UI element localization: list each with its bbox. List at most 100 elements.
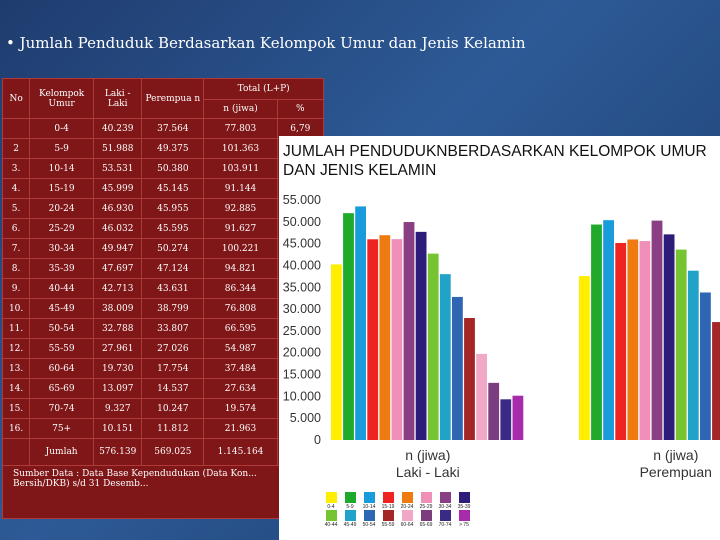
row-group: 20-24 bbox=[29, 198, 95, 219]
table-row: 0-4 40.239 37.564 77.803 6,79 bbox=[1, 118, 325, 139]
row-total: 94.821 bbox=[203, 258, 278, 279]
row-female: 45.955 bbox=[141, 198, 205, 219]
legend-item: > 75 bbox=[456, 510, 472, 528]
legend-swatch bbox=[363, 510, 375, 521]
legend-label: > 75 bbox=[459, 522, 469, 528]
group-sublabel: Perempuan bbox=[640, 464, 712, 480]
header-male: Laki - Laki bbox=[93, 78, 143, 119]
total-male: 576.139 bbox=[93, 438, 143, 466]
legend-item: 30-34 bbox=[437, 492, 453, 510]
row-no: 3. bbox=[1, 158, 31, 179]
total-all: 1.145.164 bbox=[203, 438, 278, 466]
row-female: 45.145 bbox=[141, 178, 205, 199]
row-female: 50.274 bbox=[141, 238, 205, 259]
row-female: 47.124 bbox=[141, 258, 205, 279]
y-tick-label: 20.000 bbox=[283, 346, 321, 360]
row-no: 8. bbox=[1, 258, 31, 279]
y-tick-label: 5.000 bbox=[290, 411, 321, 425]
row-group: 50-54 bbox=[29, 318, 95, 339]
bar-perempuan-6 bbox=[651, 220, 663, 440]
bar-laki-5 bbox=[391, 239, 403, 440]
row-female: 37.564 bbox=[141, 118, 205, 139]
row-no: 9. bbox=[1, 278, 31, 299]
total-label: Jumlah bbox=[29, 438, 95, 466]
table-row: 9. 40-44 42.713 43.631 86.344 bbox=[1, 278, 325, 299]
row-male: 9.327 bbox=[93, 398, 143, 419]
row-male: 32.788 bbox=[93, 318, 143, 339]
header-total-n: n (jiwa) bbox=[203, 99, 278, 119]
y-tick-label: 45.000 bbox=[283, 237, 321, 251]
chart-title: JUMLAH PENDUDUKNBERDASARKAN KELOMPOK UMU… bbox=[283, 143, 707, 179]
population-chart: JUMLAH PENDUDUKNBERDASARKAN KELOMPOK UMU… bbox=[279, 136, 720, 540]
bar-perempuan-3 bbox=[615, 243, 627, 440]
row-total: 76.808 bbox=[203, 298, 278, 319]
row-no: 2 bbox=[1, 138, 31, 159]
y-tick-label: 10.000 bbox=[283, 389, 321, 403]
table-row: 2 5-9 51.988 49.375 101.363 bbox=[1, 138, 325, 159]
row-group: 10-14 bbox=[29, 158, 95, 179]
bar-laki-0 bbox=[331, 264, 342, 440]
row-female: 17.754 bbox=[141, 358, 205, 379]
legend-item: 45-49 bbox=[342, 510, 358, 528]
total-row: Jumlah 576.139 569.025 1.145.164 bbox=[1, 438, 325, 466]
legend-item: 5-9 bbox=[342, 492, 358, 510]
row-group: 75+ bbox=[29, 418, 95, 439]
legend-label: 30-34 bbox=[438, 504, 452, 510]
bar-perempuan-10 bbox=[700, 292, 711, 440]
row-male: 10.151 bbox=[93, 418, 143, 439]
y-tick-label: 55.000 bbox=[283, 193, 321, 207]
bar-laki-15 bbox=[512, 395, 524, 440]
bar-laki-1 bbox=[343, 213, 354, 440]
legend-swatch bbox=[382, 510, 394, 521]
row-female: 38.799 bbox=[141, 298, 205, 319]
row-female: 50.380 bbox=[141, 158, 205, 179]
legend-item: 55-59 bbox=[380, 510, 396, 528]
legend-label: 70-74 bbox=[438, 522, 452, 528]
legend-swatch bbox=[344, 510, 356, 521]
row-total: 19.574 bbox=[203, 398, 278, 419]
row-male: 49.947 bbox=[93, 238, 143, 259]
row-total: 92.885 bbox=[203, 198, 278, 219]
legend-swatch bbox=[458, 492, 470, 503]
legend-label: 50-54 bbox=[362, 522, 376, 528]
bar-perempuan-9 bbox=[687, 270, 699, 440]
legend-swatch bbox=[344, 492, 356, 503]
y-tick-label: 30.000 bbox=[283, 302, 321, 316]
row-total: 66.595 bbox=[203, 318, 278, 339]
legend-swatch bbox=[325, 492, 337, 503]
bar-laki-2 bbox=[355, 206, 366, 440]
bar-laki-9 bbox=[439, 274, 451, 440]
header-female: Perempua n bbox=[141, 78, 205, 119]
source-note: Sumber Data : Data Base Kependudukan (Da… bbox=[2, 465, 324, 519]
bar-laki-4 bbox=[379, 235, 391, 440]
row-male: 45.999 bbox=[93, 178, 143, 199]
row-male: 13.097 bbox=[93, 378, 143, 399]
legend-label: 15-19 bbox=[381, 504, 395, 510]
table-row: 4. 15-19 45.999 45.145 91.144 bbox=[1, 178, 325, 199]
row-total: 37.484 bbox=[203, 358, 278, 379]
bar-laki-3 bbox=[367, 239, 379, 440]
bar-perempuan-7 bbox=[663, 234, 675, 440]
row-group: 40-44 bbox=[29, 278, 95, 299]
header-group: Kelompok Umur bbox=[29, 78, 95, 119]
row-group: 25-29 bbox=[29, 218, 95, 239]
legend-swatch bbox=[382, 492, 394, 503]
legend-item: 15-19 bbox=[380, 492, 396, 510]
legend-label: 0-4 bbox=[327, 504, 335, 510]
row-female: 14.537 bbox=[141, 378, 205, 399]
row-female: 33.807 bbox=[141, 318, 205, 339]
row-male: 53.531 bbox=[93, 158, 143, 179]
bar-laki-6 bbox=[403, 222, 415, 440]
legend-swatch bbox=[439, 492, 451, 503]
row-female: 27.026 bbox=[141, 338, 205, 359]
legend-item: 25-29 bbox=[418, 492, 434, 510]
row-no: 5. bbox=[1, 198, 31, 219]
row-no: 7. bbox=[1, 238, 31, 259]
table-row: 7. 30-34 49.947 50.274 100.221 bbox=[1, 238, 325, 259]
row-male: 38.009 bbox=[93, 298, 143, 319]
bar-laki-8 bbox=[427, 253, 439, 440]
row-total: 91.627 bbox=[203, 218, 278, 239]
legend-label: 40-44 bbox=[324, 522, 338, 528]
legend-label: 20-24 bbox=[400, 504, 414, 510]
bar-laki-11 bbox=[464, 317, 475, 440]
